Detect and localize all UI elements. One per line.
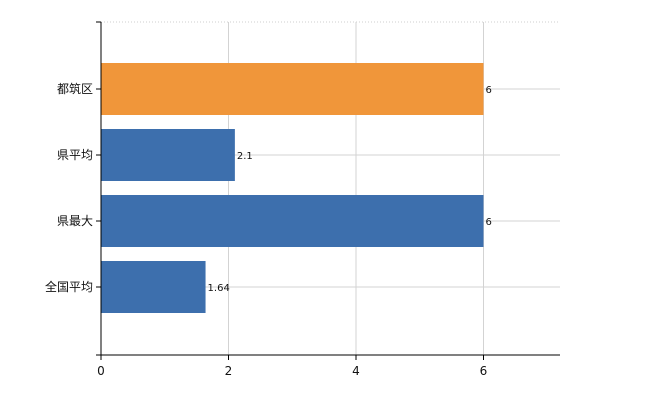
data-label: 6 [486,217,492,228]
bar [101,129,235,181]
bar [101,261,206,313]
data-label: 6 [486,85,492,96]
x-tick-labels: 0 2 4 6 [97,364,487,378]
category-label: 都筑区 [57,81,93,96]
x-tick-label: 2 [225,364,233,378]
data-label: 2.1 [237,151,253,162]
axes [96,21,560,360]
bar [101,195,484,247]
data-label: 1.64 [208,283,230,294]
x-tick-label: 0 [97,364,105,378]
category-label: 県最大 [57,214,93,228]
bars [101,63,484,313]
category-label: 全国平均 [45,279,93,294]
x-tick-label: 6 [480,364,488,378]
category-label: 県平均 [57,148,93,162]
x-tick-label: 4 [352,364,360,378]
data-labels: 6 2.1 6 1.64 [208,85,492,294]
bar [101,63,484,115]
